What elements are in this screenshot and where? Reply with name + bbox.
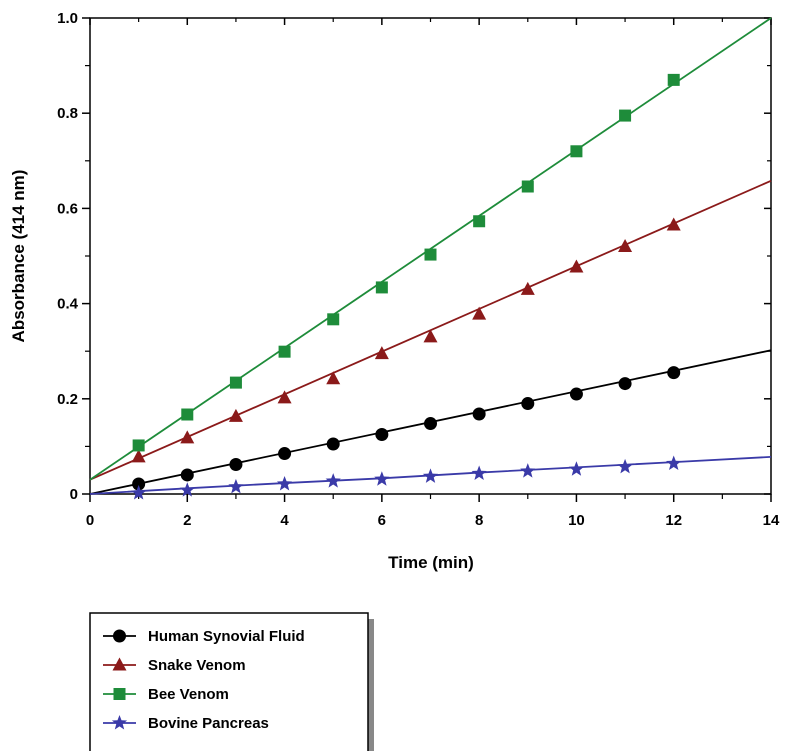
point-snake-venom	[131, 449, 146, 463]
point-bee-venom	[181, 408, 194, 421]
point-human-synovial-fluid	[521, 397, 535, 411]
x-tick-label: 4	[280, 512, 289, 529]
point-snake-venom	[326, 371, 341, 385]
point-human-synovial-fluid	[132, 477, 146, 491]
point-bovine-pancreas	[617, 458, 633, 474]
point-bovine-pancreas	[276, 476, 293, 491]
point-bovine-pancreas	[520, 463, 536, 478]
legend-label-snake-venom: Snake Venom	[148, 657, 246, 674]
point-bee-venom	[132, 439, 145, 452]
point-bee-venom	[667, 73, 680, 86]
point-snake-venom	[277, 390, 292, 404]
y-tick-label: 0.4	[57, 296, 79, 313]
legend-item-bovine-pancreas: Bovine Pancreas	[103, 715, 269, 732]
point-bovine-pancreas	[374, 471, 390, 486]
tick-layer: 0 0.2 0.4 0.6 0.8 1.0 0 2 4 6 8 10 12 14	[57, 10, 780, 529]
point-bee-venom	[327, 313, 340, 326]
x-tick-label: 2	[183, 512, 191, 529]
x-tick-label: 8	[475, 512, 483, 529]
point-snake-venom	[228, 408, 243, 422]
x-tick-label: 14	[763, 512, 780, 529]
point-bovine-pancreas	[471, 465, 487, 480]
legend-item-bee-venom: Bee Venom	[103, 686, 229, 703]
point-human-synovial-fluid	[424, 417, 437, 431]
point-human-synovial-fluid	[229, 457, 243, 471]
legend-item-human-synovial-fluid: Human Synovial Fluid	[103, 628, 305, 645]
point-bovine-pancreas	[666, 455, 682, 471]
y-axis-title: Absorbance (414 nm)	[9, 170, 28, 343]
point-human-synovial-fluid	[618, 377, 632, 391]
y-tick-label: 0	[70, 486, 78, 503]
x-tick-label: 10	[568, 512, 585, 529]
point-snake-venom	[520, 281, 535, 295]
point-snake-venom	[569, 259, 584, 273]
point-bovine-pancreas	[228, 478, 244, 494]
point-snake-venom	[618, 238, 633, 252]
point-snake-venom	[666, 217, 681, 231]
point-bovine-pancreas	[325, 473, 341, 488]
point-snake-venom	[472, 306, 487, 320]
point-bovine-pancreas	[422, 468, 439, 483]
legend-box	[89, 612, 369, 751]
point-human-synovial-fluid	[569, 387, 583, 401]
legend-item-snake-venom: Snake Venom	[103, 657, 246, 674]
point-human-synovial-fluid	[667, 366, 681, 380]
point-human-synovial-fluid	[472, 407, 486, 421]
point-bee-venom	[424, 248, 437, 261]
legend-marker-snake-venom	[112, 657, 127, 671]
point-snake-venom	[374, 346, 389, 360]
x-tick-label: 0	[86, 512, 94, 529]
y-tick-label: 1.0	[57, 10, 78, 27]
point-bee-venom	[521, 180, 534, 193]
x-tick-label: 6	[378, 512, 386, 529]
legend-label-bovine-pancreas: Bovine Pancreas	[148, 715, 269, 732]
legend-marker-bee-venom	[113, 688, 126, 700]
legend-marker-bovine-pancreas	[111, 715, 128, 730]
point-bovine-pancreas	[568, 461, 585, 476]
legend: Human Synovial Fluid Snake Venom Bee Venom…	[89, 612, 374, 751]
point-bovine-pancreas	[179, 482, 195, 497]
y-tick-label: 0.2	[57, 391, 78, 408]
point-human-synovial-fluid	[278, 447, 292, 461]
point-human-synovial-fluid	[326, 437, 340, 451]
point-human-synovial-fluid	[180, 468, 194, 482]
point-bee-venom	[229, 376, 242, 389]
point-snake-venom	[423, 329, 438, 343]
y-tick-label: 0.6	[57, 200, 78, 217]
point-human-synovial-fluid	[375, 428, 389, 441]
legend-items: Human Synovial Fluid Snake Venom Bee Venom…	[103, 628, 305, 732]
x-tick-label: 12	[665, 512, 682, 529]
point-bee-venom	[619, 109, 632, 122]
legend-label-bee-venom: Bee Venom	[148, 686, 229, 703]
data-markers	[131, 73, 682, 500]
point-bee-venom	[375, 281, 388, 294]
point-snake-venom	[180, 430, 195, 444]
point-bee-venom	[570, 145, 583, 158]
point-bovine-pancreas	[131, 485, 147, 500]
legend-label-human-synovial-fluid: Human Synovial Fluid	[148, 628, 305, 645]
point-bee-venom	[278, 345, 291, 358]
legend-marker-human-synovial-fluid	[113, 629, 126, 643]
point-bee-venom	[473, 215, 486, 228]
y-tick-label: 0.8	[57, 105, 78, 122]
x-axis-title: Time (min)	[388, 553, 474, 572]
